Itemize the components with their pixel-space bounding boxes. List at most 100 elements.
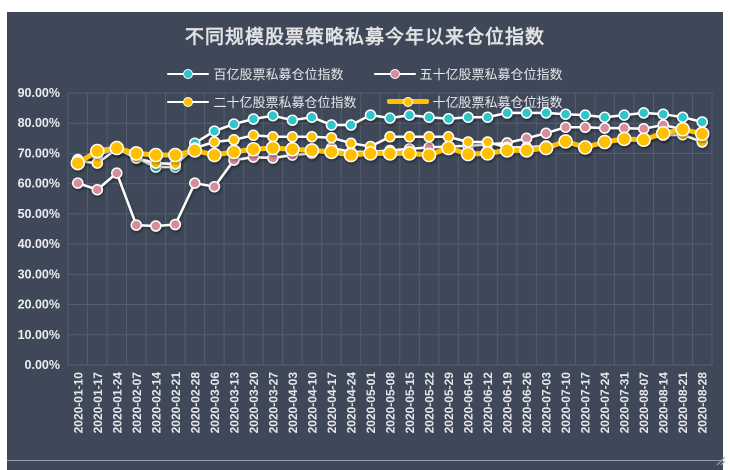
data-point[interactable]: [559, 108, 572, 120]
data-point[interactable]: [306, 111, 318, 123]
data-point[interactable]: [325, 131, 338, 144]
legend-item-2[interactable]: 二十亿股票私募仓位指数: [167, 92, 357, 111]
data-point[interactable]: [208, 125, 221, 137]
data-point[interactable]: [577, 140, 593, 155]
data-point[interactable]: [345, 119, 357, 131]
data-point[interactable]: [169, 218, 182, 231]
data-point[interactable]: [168, 147, 183, 163]
data-point[interactable]: [403, 109, 416, 121]
data-point[interactable]: [70, 155, 86, 171]
data-point[interactable]: [657, 108, 669, 120]
data-point[interactable]: [267, 109, 279, 122]
data-point[interactable]: [345, 137, 357, 149]
data-point[interactable]: [423, 111, 435, 123]
data-point[interactable]: [441, 140, 456, 156]
data-point[interactable]: [384, 112, 396, 124]
data-point[interactable]: [421, 147, 437, 163]
data-point[interactable]: [598, 111, 611, 123]
data-point[interactable]: [597, 134, 612, 150]
data-point[interactable]: [540, 107, 552, 119]
data-point[interactable]: [91, 183, 104, 196]
data-point[interactable]: [265, 140, 281, 156]
legend-row-1: 百亿股票私募仓位指数 五十亿股票私募仓位指数: [0, 64, 730, 83]
data-point[interactable]: [481, 111, 494, 123]
resize-handle-icon[interactable]: [715, 455, 727, 467]
data-point[interactable]: [616, 131, 632, 147]
data-point[interactable]: [637, 107, 650, 119]
data-point[interactable]: [499, 143, 515, 158]
data-point[interactable]: [558, 134, 573, 149]
data-point[interactable]: [403, 131, 416, 143]
data-point[interactable]: [559, 121, 572, 133]
legend-row-2: 二十亿股票私募仓位指数 十亿股票私募仓位指数: [0, 92, 730, 111]
data-point[interactable]: [462, 111, 474, 123]
data-point[interactable]: [72, 177, 84, 189]
svg-text:2020-06-05: 2020-06-05: [462, 372, 476, 434]
data-point[interactable]: [540, 127, 552, 139]
data-point[interactable]: [267, 131, 279, 143]
data-point[interactable]: [130, 219, 143, 231]
data-point[interactable]: [579, 121, 591, 133]
data-point[interactable]: [538, 140, 554, 156]
data-point[interactable]: [579, 109, 591, 121]
data-point[interactable]: [129, 146, 144, 161]
data-point[interactable]: [480, 146, 495, 161]
data-point[interactable]: [363, 146, 378, 161]
data-point[interactable]: [304, 143, 320, 158]
data-point[interactable]: [226, 144, 242, 160]
data-point[interactable]: [324, 144, 339, 160]
data-point[interactable]: [286, 131, 299, 143]
data-point[interactable]: [91, 157, 104, 169]
data-point[interactable]: [384, 131, 396, 143]
data-point[interactable]: [228, 134, 240, 146]
data-point[interactable]: [481, 136, 494, 148]
data-point[interactable]: [247, 113, 260, 125]
data-point[interactable]: [285, 141, 300, 157]
series-layer[interactable]: [70, 107, 710, 232]
data-point[interactable]: [382, 146, 398, 161]
data-point[interactable]: [618, 109, 630, 121]
data-point[interactable]: [208, 180, 221, 193]
legend-item-3[interactable]: 十亿股票私募仓位指数: [386, 92, 563, 111]
data-point[interactable]: [90, 143, 105, 159]
data-point[interactable]: [618, 122, 630, 134]
svg-text:2020-05-08: 2020-05-08: [384, 372, 398, 434]
data-point[interactable]: [228, 118, 240, 130]
data-point[interactable]: [109, 140, 125, 156]
data-point[interactable]: [696, 116, 708, 128]
data-point[interactable]: [637, 122, 650, 135]
data-point[interactable]: [207, 147, 222, 163]
data-point[interactable]: [442, 131, 455, 143]
data-point[interactable]: [462, 136, 474, 148]
data-point[interactable]: [460, 146, 476, 162]
data-point[interactable]: [694, 126, 710, 142]
data-point[interactable]: [442, 112, 455, 125]
data-point[interactable]: [325, 119, 338, 131]
legend-item-0[interactable]: 百亿股票私募仓位指数: [167, 64, 344, 83]
data-point[interactable]: [598, 122, 611, 134]
data-point[interactable]: [675, 122, 690, 137]
series-3[interactable]: [70, 122, 710, 171]
data-point[interactable]: [364, 109, 377, 121]
data-point[interactable]: [520, 107, 533, 119]
data-point[interactable]: [655, 125, 671, 141]
data-point[interactable]: [286, 114, 299, 126]
data-point[interactable]: [187, 143, 203, 158]
data-point[interactable]: [150, 220, 162, 232]
data-point[interactable]: [111, 167, 123, 179]
data-point[interactable]: [636, 132, 651, 148]
data-point[interactable]: [306, 131, 318, 143]
data-point[interactable]: [402, 146, 417, 161]
data-point[interactable]: [148, 147, 164, 163]
legend-item-1[interactable]: 五十亿股票私募仓位指数: [373, 64, 563, 83]
data-point[interactable]: [189, 177, 201, 189]
data-point[interactable]: [676, 111, 689, 123]
data-point[interactable]: [343, 147, 359, 163]
data-point[interactable]: [501, 107, 513, 119]
data-point[interactable]: [208, 136, 221, 148]
data-point[interactable]: [519, 143, 534, 158]
data-point[interactable]: [247, 129, 260, 142]
data-point[interactable]: [246, 141, 261, 157]
data-point[interactable]: [423, 131, 435, 143]
